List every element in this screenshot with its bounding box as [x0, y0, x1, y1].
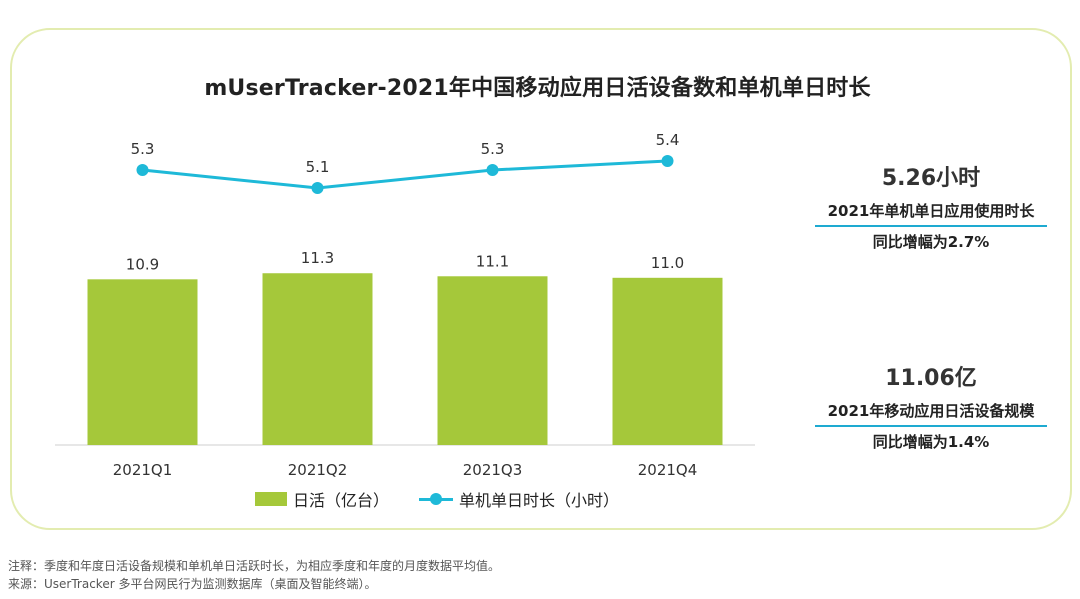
stat-usage-duration: 5.26小时 2021年单机单日应用使用时长 同比增幅为2.7% [815, 160, 1047, 252]
bar-value-label: 11.3 [301, 249, 334, 267]
footnote-note: 注释：季度和年度日活设备规模和单机单日活跃时长，为相应季度和年度的月度数据平均值… [8, 559, 501, 573]
line-point-2021Q4 [661, 155, 674, 167]
bar-2021Q4 [612, 277, 723, 445]
stat-value: 5.26小时 [881, 166, 981, 191]
combo-chart: 10.9 2021Q1 11.3 2021Q2 11.1 2021Q3 11.0 2021Q4… [55, 131, 755, 479]
x-tick-label: 2021Q2 [288, 461, 348, 479]
chart-legend: 日活（亿台） 单机单日时长（小时） [255, 487, 619, 511]
legend-line-swatch [419, 492, 454, 506]
legend-line-label: 单机单日时长（小时） [459, 491, 620, 510]
line-point-2021Q3 [486, 164, 499, 176]
line-point-2021Q1 [136, 164, 149, 176]
chart-title: mUserTracker-2021年中国移动应用日活设备数和单机单日时长 [204, 76, 871, 101]
legend-bar-swatch [255, 492, 287, 506]
bar-2021Q1 [87, 279, 198, 445]
stat-dau-scale: 11.06亿 2021年移动应用日活设备规模 同比增幅为1.4% [815, 360, 1047, 452]
line-value-label: 5.3 [131, 140, 155, 158]
line-value-label: 5.3 [481, 140, 505, 158]
x-tick-label: 2021Q4 [638, 461, 698, 479]
line-value-label: 5.1 [306, 158, 330, 176]
bar-2021Q2 [262, 273, 373, 445]
line-value-label: 5.4 [656, 131, 680, 149]
bar-value-label: 11.1 [476, 252, 509, 270]
x-tick-label: 2021Q3 [463, 461, 523, 479]
bar-value-label: 10.9 [126, 255, 159, 273]
bar-value-label: 11.0 [651, 254, 684, 272]
legend-bar-label: 日活（亿台） [293, 491, 390, 510]
stat-description: 2021年单机单日应用使用时长 [815, 200, 1047, 227]
footnote-source: 来源：UserTracker 多平台网民行为监测数据库（桌面及智能终端）。 [8, 577, 377, 591]
stat-yoy: 同比增幅为2.7% [872, 233, 990, 251]
stat-yoy: 同比增幅为1.4% [872, 433, 990, 451]
bar-2021Q3 [437, 276, 548, 445]
stat-description: 2021年移动应用日活设备规模 [815, 400, 1047, 427]
line-series-duration [142, 159, 668, 190]
line-point-2021Q2 [311, 182, 324, 194]
x-tick-label: 2021Q1 [113, 461, 173, 479]
stat-value: 11.06亿 [885, 366, 977, 391]
